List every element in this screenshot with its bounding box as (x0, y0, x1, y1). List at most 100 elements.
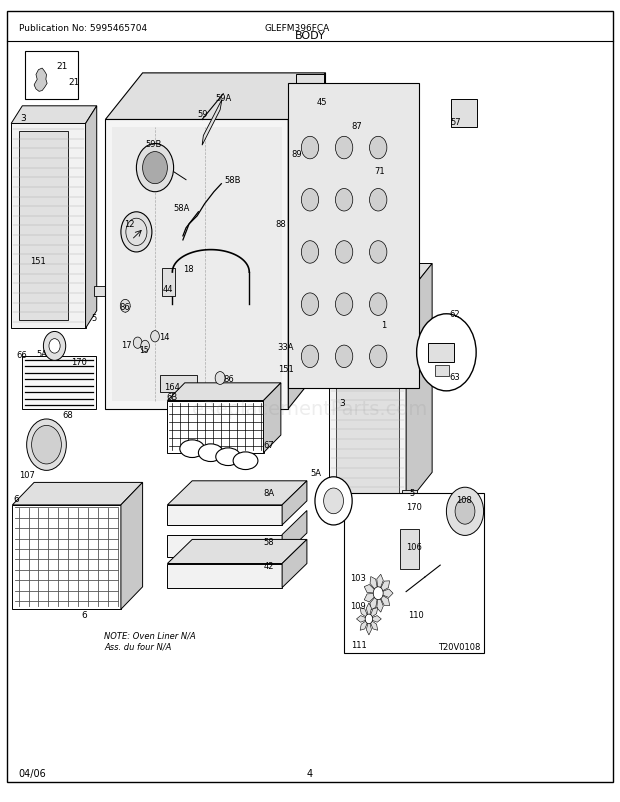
Polygon shape (329, 264, 432, 297)
Text: 17: 17 (122, 340, 132, 350)
Polygon shape (121, 483, 143, 610)
Bar (435, 366, 449, 377)
Polygon shape (12, 505, 121, 610)
Bar (350, 110, 368, 124)
Circle shape (324, 488, 343, 514)
Polygon shape (369, 619, 378, 630)
Circle shape (141, 341, 149, 352)
Text: 5A: 5A (310, 468, 321, 478)
Bar (94, 287, 105, 297)
Bar (160, 375, 197, 393)
Text: 108: 108 (456, 495, 472, 504)
Text: 5A: 5A (37, 350, 48, 359)
Text: 170: 170 (71, 358, 87, 367)
Bar (402, 490, 417, 502)
Bar (162, 269, 175, 297)
Polygon shape (11, 107, 97, 124)
Text: 44: 44 (162, 284, 173, 294)
Bar (400, 529, 419, 569)
Text: 86: 86 (223, 375, 234, 384)
Text: 21: 21 (57, 62, 68, 71)
Text: 59: 59 (197, 109, 208, 119)
Polygon shape (369, 608, 378, 619)
Circle shape (370, 189, 387, 212)
Text: 88: 88 (275, 220, 286, 229)
Text: 86: 86 (119, 302, 130, 312)
Circle shape (301, 241, 319, 264)
Ellipse shape (233, 452, 258, 470)
Text: 58: 58 (264, 537, 274, 546)
Circle shape (121, 213, 152, 253)
Circle shape (136, 144, 174, 192)
Polygon shape (360, 619, 369, 630)
Polygon shape (364, 585, 378, 593)
Circle shape (335, 294, 353, 316)
Text: 110: 110 (408, 610, 423, 619)
Circle shape (365, 614, 373, 624)
Text: Publication No: 5995465704: Publication No: 5995465704 (19, 24, 147, 34)
Circle shape (215, 372, 225, 385)
Text: 111: 111 (351, 640, 366, 650)
Bar (451, 100, 477, 128)
Polygon shape (167, 481, 307, 505)
Circle shape (370, 294, 387, 316)
Text: 67: 67 (264, 440, 274, 450)
Polygon shape (112, 128, 282, 401)
Polygon shape (105, 120, 288, 409)
Polygon shape (378, 593, 389, 606)
Text: 57: 57 (450, 117, 461, 127)
Circle shape (335, 137, 353, 160)
Polygon shape (288, 74, 326, 409)
Ellipse shape (216, 448, 241, 466)
Ellipse shape (180, 440, 205, 458)
Text: 33A: 33A (278, 342, 294, 352)
Bar (428, 343, 454, 363)
Text: 4: 4 (307, 768, 313, 778)
Circle shape (151, 331, 159, 342)
Polygon shape (360, 608, 369, 619)
Polygon shape (329, 297, 406, 505)
Polygon shape (378, 581, 389, 593)
Text: 15: 15 (139, 346, 149, 355)
Text: 45: 45 (316, 98, 327, 107)
Text: 62: 62 (450, 310, 460, 319)
Polygon shape (288, 84, 418, 389)
Polygon shape (366, 603, 371, 619)
Polygon shape (377, 593, 383, 613)
Polygon shape (378, 589, 393, 597)
Polygon shape (366, 619, 371, 635)
Text: 59A: 59A (216, 94, 232, 103)
Text: 164: 164 (164, 383, 180, 392)
Circle shape (315, 477, 352, 525)
Text: 42: 42 (264, 561, 274, 570)
Ellipse shape (198, 444, 223, 462)
Text: 59B: 59B (145, 140, 161, 149)
Text: 3: 3 (20, 114, 25, 124)
Polygon shape (264, 383, 281, 453)
Text: 106: 106 (406, 542, 422, 552)
Polygon shape (105, 74, 326, 120)
Bar (336, 309, 399, 493)
Circle shape (32, 426, 61, 464)
Polygon shape (86, 107, 97, 329)
Text: 151: 151 (30, 257, 46, 266)
Circle shape (335, 346, 353, 368)
Circle shape (370, 137, 387, 160)
Text: 71: 71 (374, 167, 385, 176)
Polygon shape (167, 505, 282, 525)
Text: 63: 63 (450, 372, 460, 382)
Text: 68: 68 (62, 411, 73, 420)
Circle shape (455, 499, 475, 525)
Text: 3: 3 (339, 398, 345, 407)
Text: 1: 1 (381, 320, 386, 330)
Circle shape (301, 346, 319, 368)
Text: 12: 12 (124, 220, 135, 229)
Polygon shape (34, 69, 47, 92)
Text: 151: 151 (278, 364, 293, 374)
Text: BODY: BODY (294, 31, 326, 41)
Circle shape (373, 587, 383, 600)
Text: 8A: 8A (264, 488, 275, 498)
Text: 66: 66 (16, 350, 27, 360)
Bar (25, 52, 78, 100)
Circle shape (49, 339, 60, 354)
